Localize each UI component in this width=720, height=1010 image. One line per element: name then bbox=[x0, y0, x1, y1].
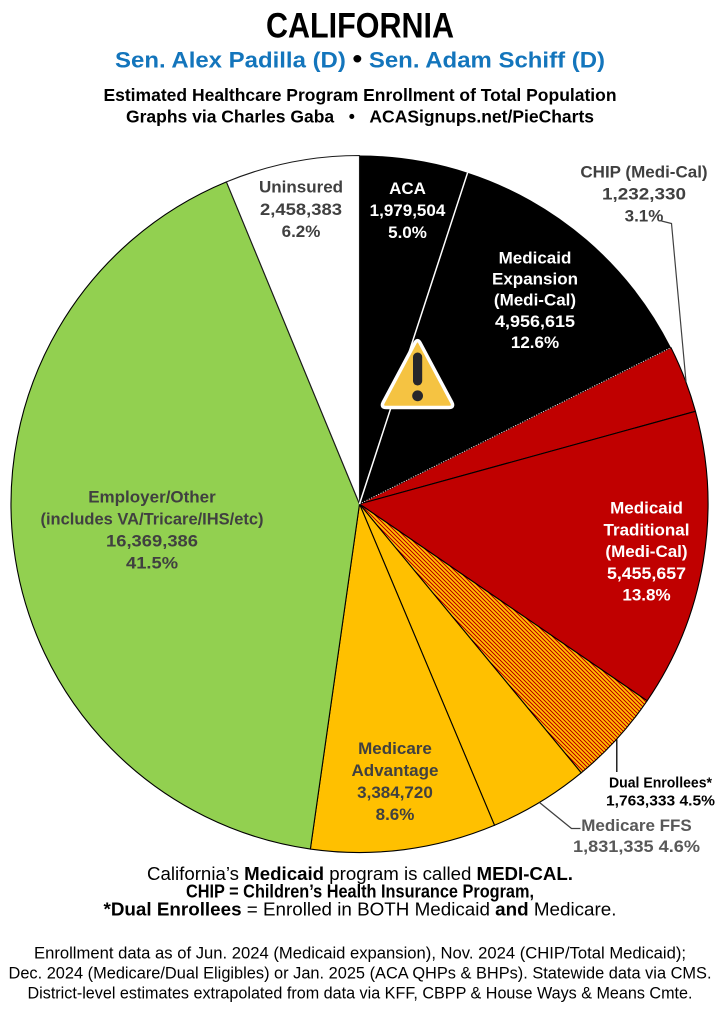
svg-text:Enrollment data as of Jun. 202: Enrollment data as of Jun. 2024 (Medicai… bbox=[34, 944, 686, 963]
svg-text:(Medi-Cal): (Medi-Cal) bbox=[605, 542, 687, 561]
svg-text:1,831,335 4.6%: 1,831,335 4.6% bbox=[573, 837, 700, 856]
svg-text:*Dual Enrollees = Enrolled in: *Dual Enrollees = Enrolled in BOTH Medic… bbox=[104, 900, 617, 920]
svg-text:Employer/Other: Employer/Other bbox=[88, 488, 216, 507]
svg-text:1,232,330: 1,232,330 bbox=[602, 185, 686, 204]
svg-text:CHIP (Medi-Cal): CHIP (Medi-Cal) bbox=[580, 163, 707, 182]
svg-text:Estimated Healthcare Program E: Estimated Healthcare Program Enrollment … bbox=[103, 85, 616, 105]
svg-text:(Medi-Cal): (Medi-Cal) bbox=[494, 291, 576, 310]
svg-text:Medicare FFS: Medicare FFS bbox=[581, 816, 692, 835]
svg-text:5.0%: 5.0% bbox=[388, 223, 427, 242]
svg-text:3.1%: 3.1% bbox=[625, 207, 664, 226]
svg-text:Uninsured: Uninsured bbox=[259, 178, 343, 197]
svg-text:4,956,615: 4,956,615 bbox=[495, 312, 575, 331]
svg-text:8.6%: 8.6% bbox=[376, 805, 415, 824]
svg-text:12.6%: 12.6% bbox=[511, 333, 559, 352]
svg-text:District-level estimates extra: District-level estimates extrapolated fr… bbox=[28, 984, 693, 1003]
svg-text:Advantage: Advantage bbox=[352, 761, 439, 780]
svg-text:13.8%: 13.8% bbox=[622, 586, 670, 605]
svg-text:(includes VA/Tricare/IHS/etc): (includes VA/Tricare/IHS/etc) bbox=[41, 510, 264, 529]
svg-text:16,369,386: 16,369,386 bbox=[106, 532, 198, 551]
svg-text:CHIP = Children’s Health Insur: CHIP = Children’s Health Insurance Progr… bbox=[186, 882, 534, 902]
svg-text:5,455,657: 5,455,657 bbox=[607, 564, 686, 583]
svg-text:ACA: ACA bbox=[389, 179, 426, 198]
svg-text:1,763,333 4.5%: 1,763,333 4.5% bbox=[606, 793, 715, 810]
svg-text:6.2%: 6.2% bbox=[282, 222, 321, 241]
svg-text:3,384,720: 3,384,720 bbox=[357, 783, 433, 802]
svg-text:Medicaid: Medicaid bbox=[610, 499, 683, 518]
svg-text:Dec. 2024 (Medicare/Dual Eligi: Dec. 2024 (Medicare/Dual Eligibles) or J… bbox=[9, 964, 712, 983]
svg-text:Graphs via Charles Gaba •: Graphs via Charles Gaba • ACASignups.net… bbox=[126, 107, 594, 127]
svg-text:2,458,383: 2,458,383 bbox=[260, 200, 342, 219]
svg-text:41.5%: 41.5% bbox=[126, 554, 178, 573]
svg-text:Dual Enrollees*: Dual Enrollees* bbox=[609, 775, 712, 792]
svg-text:Sen. Alex Padilla (D) • Sen. A: Sen. Alex Padilla (D) • Sen. Adam Schiff… bbox=[115, 44, 605, 74]
svg-text:Medicaid: Medicaid bbox=[499, 249, 572, 268]
svg-text:1,979,504: 1,979,504 bbox=[370, 201, 446, 220]
svg-text:California’s Medicaid program: California’s Medicaid program is called … bbox=[147, 864, 573, 884]
svg-text:Traditional: Traditional bbox=[604, 520, 690, 539]
svg-text:CALIFORNIA: CALIFORNIA bbox=[266, 6, 454, 46]
svg-text:Medicare: Medicare bbox=[358, 739, 432, 758]
svg-text:Expansion: Expansion bbox=[492, 270, 578, 289]
